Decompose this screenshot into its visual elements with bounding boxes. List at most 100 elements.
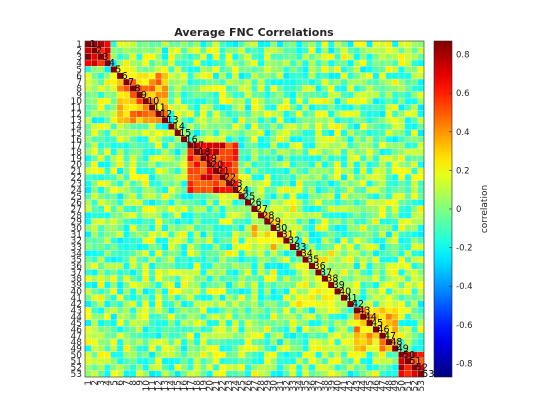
- heatmap-cell: [84, 85, 92, 92]
- heatmap-cell: [168, 135, 175, 143]
- heatmap-cell: [168, 313, 175, 321]
- heatmap-cell: [391, 123, 399, 130]
- heatmap-cell: [340, 326, 348, 333]
- heatmap-cell: [391, 262, 399, 270]
- heatmap-cell: [187, 256, 194, 264]
- heatmap-cell: [123, 262, 130, 270]
- heatmap-cell: [110, 78, 118, 86]
- heatmap-cell: [155, 319, 162, 327]
- heatmap-cell: [315, 313, 322, 321]
- heatmap-cell: [308, 97, 316, 105]
- heatmap-cell: [340, 110, 348, 118]
- heatmap-cell: [263, 180, 271, 187]
- row-tick-label: 43: [71, 306, 82, 316]
- heatmap-cell: [263, 307, 271, 314]
- heatmap-cell: [295, 110, 303, 118]
- heatmap-cell: [353, 199, 361, 207]
- heatmap-cell: [379, 47, 386, 54]
- heatmap-cell: [123, 218, 130, 226]
- heatmap-cell: [404, 66, 412, 73]
- heatmap-cell: [206, 212, 214, 219]
- heatmap-cell: [340, 224, 348, 232]
- heatmap-cell: [206, 224, 214, 232]
- heatmap-cell: [359, 231, 367, 238]
- heatmap-cell: [187, 72, 194, 80]
- heatmap-cell: [334, 193, 342, 200]
- heatmap-cell: [97, 174, 105, 181]
- heatmap-cell: [295, 135, 303, 143]
- heatmap-cell: [219, 326, 226, 333]
- heatmap-cell: [417, 135, 425, 143]
- heatmap-cell: [289, 345, 297, 352]
- heatmap-cell: [212, 199, 220, 207]
- heatmap-cell: [251, 281, 258, 289]
- row-tick-label: 50: [71, 351, 83, 361]
- heatmap-cell: [404, 154, 412, 162]
- heatmap-cell: [91, 300, 98, 308]
- heatmap-cell: [212, 256, 220, 264]
- heatmap-cell: [180, 231, 188, 238]
- heatmap-cell: [327, 78, 335, 86]
- row-tick-label: 27: [71, 205, 82, 215]
- heatmap-cell: [385, 129, 393, 137]
- heatmap-cell: [193, 256, 201, 264]
- heatmap-cell: [308, 345, 316, 352]
- heatmap-cell: [353, 47, 361, 54]
- heatmap-cell: [295, 288, 303, 295]
- heatmap-cell: [379, 205, 386, 213]
- heatmap-cell: [110, 243, 118, 251]
- heatmap-cell: [295, 281, 303, 289]
- heatmap-cell: [385, 357, 393, 365]
- heatmap-cell: [391, 154, 399, 162]
- heatmap-cell: [238, 218, 246, 226]
- heatmap-cell: [84, 66, 92, 73]
- heatmap-cell: [84, 294, 92, 302]
- heatmap-cell: [359, 85, 367, 92]
- heatmap-cell: [161, 186, 169, 194]
- heatmap-cell: [366, 148, 374, 156]
- heatmap-cell: [225, 142, 233, 149]
- heatmap-cell: [174, 313, 182, 321]
- heatmap-cell: [84, 218, 92, 226]
- row-tick-label: 14: [71, 123, 83, 133]
- heatmap-cell: [206, 300, 214, 308]
- heatmap-cell: [302, 66, 310, 73]
- heatmap-cell: [276, 326, 284, 333]
- heatmap-cell: [231, 110, 239, 118]
- heatmap-cell: [200, 123, 207, 130]
- heatmap-cell: [327, 313, 335, 321]
- heatmap-cell: [168, 326, 175, 333]
- heatmap-cell: [219, 116, 226, 124]
- heatmap-cell: [295, 116, 303, 124]
- heatmap-cell: [308, 174, 316, 181]
- heatmap-cell: [206, 66, 214, 73]
- heatmap-cell: [97, 129, 105, 137]
- heatmap-cell: [411, 237, 418, 245]
- heatmap-cell: [84, 186, 92, 194]
- heatmap-cell: [142, 319, 150, 327]
- row-tick-label: 23: [71, 180, 82, 190]
- heatmap-cell: [97, 142, 105, 149]
- heatmap-cell: [238, 154, 246, 162]
- heatmap-frame: [84, 40, 425, 378]
- heatmap-cell: [129, 129, 137, 137]
- heatmap-cell: [417, 186, 425, 194]
- heatmap-cell: [295, 332, 303, 340]
- diagonal-label: 12: [160, 109, 172, 120]
- heatmap-cell: [123, 319, 130, 327]
- heatmap-cell: [148, 167, 156, 175]
- heatmap-cell: [366, 218, 374, 226]
- heatmap-cell: [295, 148, 303, 156]
- heatmap-cell: [123, 212, 130, 219]
- heatmap-cell: [308, 212, 316, 219]
- heatmap-cell: [398, 256, 405, 264]
- heatmap-cell: [174, 199, 182, 207]
- heatmap-cell: [315, 199, 322, 207]
- heatmap-cell: [110, 319, 118, 327]
- heatmap-cell: [379, 148, 386, 156]
- heatmap-cell: [251, 262, 258, 270]
- heatmap-cell: [168, 294, 175, 302]
- heatmap-cell: [200, 167, 207, 175]
- heatmap-cell: [359, 224, 367, 232]
- heatmap-cell: [257, 313, 265, 321]
